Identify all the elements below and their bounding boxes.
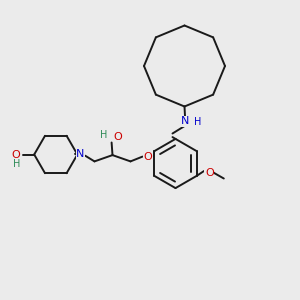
Text: H: H [194, 117, 202, 127]
Text: O: O [143, 152, 152, 162]
Text: H: H [13, 159, 20, 169]
Text: N: N [181, 116, 189, 127]
Text: O: O [12, 149, 21, 160]
Text: N: N [76, 149, 85, 159]
Text: O: O [205, 167, 214, 178]
Text: O: O [114, 131, 123, 142]
Text: H: H [100, 130, 107, 140]
